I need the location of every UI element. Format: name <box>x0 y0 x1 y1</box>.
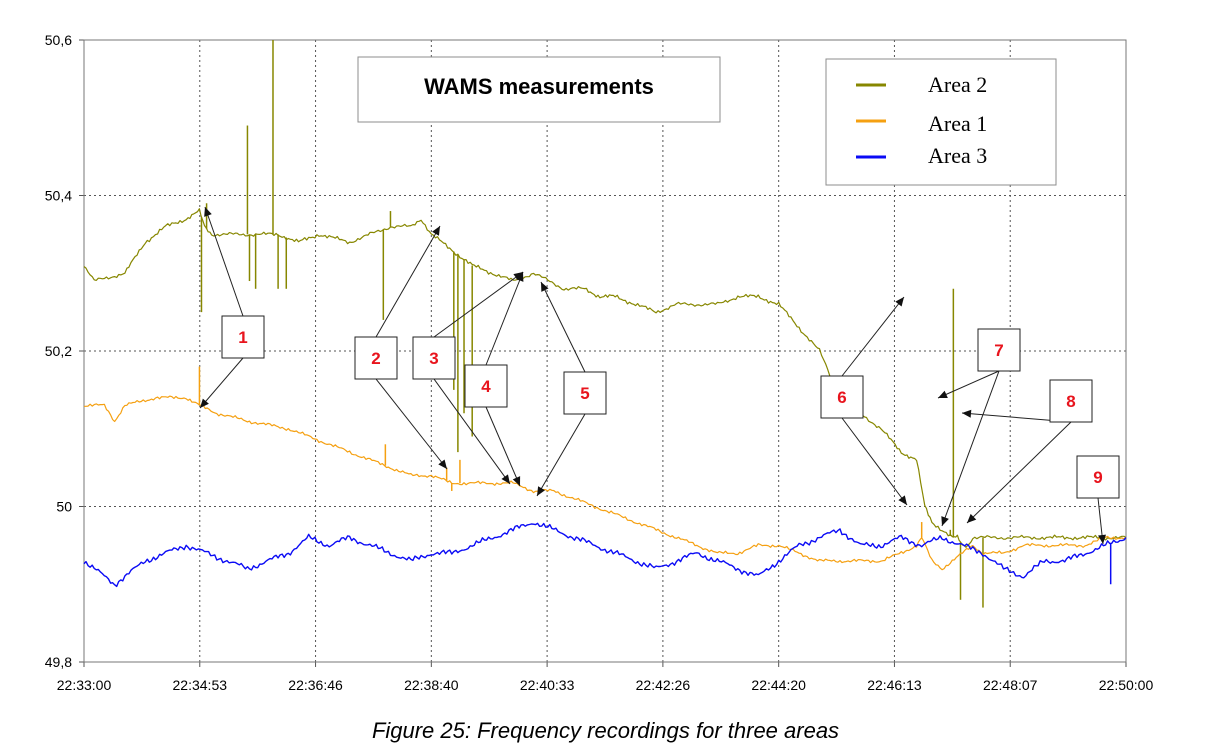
y-tick-label: 50,6 <box>45 32 72 48</box>
y-tick-label: 50 <box>56 499 72 515</box>
x-tick-label: 22:34:53 <box>173 677 228 693</box>
legend-label-area-1: Area 1 <box>928 111 987 136</box>
series-line <box>83 522 1127 588</box>
y-tick-label: 50,4 <box>45 188 72 204</box>
x-tick-label: 22:46:13 <box>867 677 922 693</box>
x-tick-label: 22:48:07 <box>983 677 1038 693</box>
callout-label: 5 <box>580 384 589 403</box>
chart-title: WAMS measurements <box>424 74 654 99</box>
legend-label-area-2: Area 2 <box>928 72 987 97</box>
callout-1: 1 <box>199 206 265 409</box>
chart-title-box: WAMS measurements <box>357 56 721 123</box>
callout-box <box>354 336 398 380</box>
callout-arrow <box>540 281 586 373</box>
callout-arrow <box>433 378 511 485</box>
callout-label: 7 <box>994 341 1003 360</box>
callout-8: 8 <box>961 379 1093 524</box>
callout-arrowhead <box>541 282 549 292</box>
callout-arrowhead <box>513 272 523 281</box>
callout-arrowhead <box>895 297 904 307</box>
callout-label: 1 <box>238 328 247 347</box>
callout-box <box>221 315 265 359</box>
series-area-1 <box>84 366 1127 571</box>
callout-arrowhead <box>898 495 907 505</box>
callout-arrowhead <box>200 398 209 408</box>
callout-box <box>412 336 456 380</box>
callout-3: 3 <box>412 271 524 485</box>
callout-arrowhead <box>515 272 524 282</box>
callout-box <box>464 364 508 408</box>
callout-arrow <box>433 271 524 338</box>
callout-5: 5 <box>536 281 607 497</box>
callout-box <box>1076 455 1120 499</box>
plot-area-frame <box>83 39 1127 663</box>
y-tick-label: 49,8 <box>45 654 72 670</box>
callout-arrowhead <box>501 474 510 484</box>
callout-label: 3 <box>429 349 438 368</box>
callout-arrow <box>841 417 908 506</box>
y-tick-label: 50,2 <box>45 343 72 359</box>
callout-arrow <box>536 413 586 497</box>
callout-label: 9 <box>1093 468 1102 487</box>
callout-arrowhead <box>432 226 440 236</box>
x-tick-label: 22:40:33 <box>520 677 575 693</box>
callout-box <box>820 375 864 419</box>
callout-box <box>1049 379 1093 423</box>
callout-arrowhead <box>537 486 545 496</box>
x-tick-label: 22:38:40 <box>404 677 459 693</box>
callout-box <box>977 328 1021 372</box>
callout-arrowhead <box>967 513 977 523</box>
callout-label: 4 <box>481 377 491 396</box>
callout-arrowhead <box>938 390 948 399</box>
series-layer <box>83 40 1127 608</box>
x-tick-label: 22:33:00 <box>57 677 112 693</box>
callout-arrowhead <box>438 459 447 469</box>
callout-arrowhead <box>962 409 972 418</box>
callout-9: 9 <box>1076 455 1120 545</box>
callout-label: 2 <box>371 349 380 368</box>
figure-caption: Figure 25: Frequency recordings for thre… <box>371 718 840 743</box>
callout-arrow <box>941 370 1000 527</box>
callout-4: 4 <box>464 271 524 487</box>
callout-label: 6 <box>837 388 846 407</box>
callout-arrow <box>841 296 905 377</box>
callout-2: 2 <box>354 225 448 470</box>
callout-6: 6 <box>820 296 908 506</box>
callout-arrow <box>485 271 524 366</box>
callout-arrow <box>937 370 1000 399</box>
x-tick-label: 22:50:00 <box>1099 677 1154 693</box>
callout-7: 7 <box>937 328 1021 527</box>
callout-label: 8 <box>1066 392 1075 411</box>
series-line <box>84 395 1127 571</box>
callout-arrowhead <box>512 476 521 486</box>
callout-arrowhead <box>204 207 212 217</box>
callout-arrowhead <box>941 516 949 526</box>
x-tick-label: 22:44:20 <box>751 677 806 693</box>
callout-arrow <box>204 206 244 317</box>
callout-arrowhead <box>1098 534 1107 544</box>
callout-arrow <box>966 421 1072 524</box>
series-area-2 <box>83 40 1127 608</box>
axes-layer: 22:33:00 22:34:53 22:36:46 22:38:40 22:40:33… <box>45 32 1154 693</box>
callout-box <box>563 371 607 415</box>
callout-arrow <box>375 225 441 338</box>
x-tick-label: 22:42:26 <box>636 677 691 693</box>
callout-arrow <box>375 378 448 470</box>
x-tick-label: 22:36:46 <box>288 677 343 693</box>
annotation-layer: 1 2 3 4 5 6 7 8 9 <box>199 206 1120 545</box>
legend: Area 2 Area 1 Area 3 <box>825 58 1057 186</box>
series-area-3 <box>83 522 1127 588</box>
legend-label-area-3: Area 3 <box>928 143 987 168</box>
callout-arrow <box>485 406 521 487</box>
callout-arrow <box>199 357 244 409</box>
